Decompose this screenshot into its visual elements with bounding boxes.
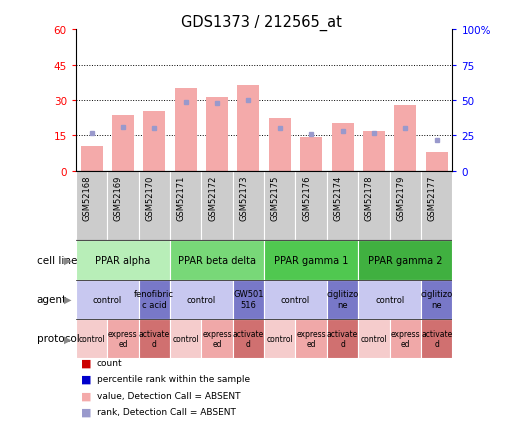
Text: fenofibric
c acid: fenofibric c acid bbox=[134, 290, 174, 309]
Bar bbox=[112, 116, 134, 171]
Bar bbox=[170, 280, 233, 319]
Text: PPAR beta delta: PPAR beta delta bbox=[178, 256, 256, 265]
Text: count: count bbox=[97, 358, 122, 367]
Bar bbox=[358, 280, 421, 319]
Bar bbox=[332, 123, 354, 171]
Bar bbox=[421, 280, 452, 319]
Bar bbox=[76, 241, 170, 280]
Text: control: control bbox=[281, 295, 310, 304]
Text: express
ed: express ed bbox=[391, 329, 420, 348]
Bar bbox=[358, 171, 390, 241]
Text: control: control bbox=[266, 334, 293, 343]
Text: GSM52179: GSM52179 bbox=[396, 175, 405, 220]
Text: GSM52168: GSM52168 bbox=[83, 175, 92, 220]
Text: GSM52176: GSM52176 bbox=[302, 175, 311, 220]
Text: ciglitizo
ne: ciglitizo ne bbox=[326, 290, 359, 309]
Text: ▶: ▶ bbox=[64, 334, 72, 343]
Text: activate
d: activate d bbox=[327, 329, 358, 348]
Text: control: control bbox=[187, 295, 216, 304]
Text: express
ed: express ed bbox=[202, 329, 232, 348]
Bar bbox=[107, 319, 139, 358]
Text: GW501
516: GW501 516 bbox=[233, 290, 264, 309]
Text: rank, Detection Call = ABSENT: rank, Detection Call = ABSENT bbox=[97, 408, 236, 416]
Bar bbox=[233, 319, 264, 358]
Text: control: control bbox=[360, 334, 388, 343]
Bar bbox=[139, 171, 170, 241]
Text: control: control bbox=[375, 295, 404, 304]
Text: express
ed: express ed bbox=[297, 329, 326, 348]
Text: GSM52172: GSM52172 bbox=[208, 175, 217, 220]
Bar bbox=[81, 147, 103, 171]
Bar bbox=[233, 280, 264, 319]
Bar bbox=[76, 319, 107, 358]
Bar bbox=[76, 171, 107, 241]
Bar bbox=[269, 118, 291, 171]
Text: GSM52177: GSM52177 bbox=[428, 175, 437, 220]
Text: ▶: ▶ bbox=[64, 256, 72, 265]
Bar bbox=[76, 280, 139, 319]
Text: PPAR alpha: PPAR alpha bbox=[95, 256, 151, 265]
Bar bbox=[264, 171, 295, 241]
Text: ■: ■ bbox=[81, 407, 92, 417]
Text: activate
d: activate d bbox=[233, 329, 264, 348]
Text: agent: agent bbox=[37, 295, 67, 304]
Text: activate
d: activate d bbox=[139, 329, 170, 348]
Text: activate
d: activate d bbox=[421, 329, 452, 348]
Bar bbox=[170, 171, 201, 241]
Text: percentile rank within the sample: percentile rank within the sample bbox=[97, 375, 250, 383]
Text: GSM52171: GSM52171 bbox=[177, 175, 186, 220]
Text: ■: ■ bbox=[81, 358, 92, 367]
Bar bbox=[358, 319, 390, 358]
Bar bbox=[264, 241, 358, 280]
Text: ■: ■ bbox=[81, 391, 92, 400]
Text: ▶: ▶ bbox=[64, 295, 72, 304]
Text: protocol: protocol bbox=[37, 334, 79, 343]
Text: control: control bbox=[172, 334, 199, 343]
Bar bbox=[327, 280, 358, 319]
Text: PPAR gamma 1: PPAR gamma 1 bbox=[274, 256, 348, 265]
Bar bbox=[394, 105, 416, 171]
Bar bbox=[300, 137, 322, 171]
Bar bbox=[107, 171, 139, 241]
Bar bbox=[421, 319, 452, 358]
Bar bbox=[201, 319, 233, 358]
Text: ciglitizo
ne: ciglitizo ne bbox=[420, 290, 453, 309]
Text: PPAR gamma 2: PPAR gamma 2 bbox=[368, 256, 442, 265]
Text: express
ed: express ed bbox=[108, 329, 138, 348]
Bar bbox=[170, 241, 264, 280]
Text: GSM52175: GSM52175 bbox=[271, 175, 280, 220]
Bar bbox=[139, 319, 170, 358]
Bar bbox=[390, 319, 421, 358]
Text: value, Detection Call = ABSENT: value, Detection Call = ABSENT bbox=[97, 391, 240, 400]
Bar bbox=[206, 97, 228, 171]
Bar bbox=[143, 112, 165, 171]
Text: GSM52169: GSM52169 bbox=[114, 175, 123, 220]
Bar bbox=[139, 280, 170, 319]
Text: control: control bbox=[78, 334, 105, 343]
Bar bbox=[170, 319, 201, 358]
Text: GSM52170: GSM52170 bbox=[145, 175, 154, 220]
Bar bbox=[390, 171, 421, 241]
Text: control: control bbox=[93, 295, 122, 304]
Bar bbox=[237, 85, 259, 171]
Bar bbox=[421, 171, 452, 241]
Bar bbox=[233, 171, 264, 241]
Bar bbox=[426, 153, 448, 171]
Bar bbox=[295, 319, 327, 358]
Text: GDS1373 / 212565_at: GDS1373 / 212565_at bbox=[181, 15, 342, 31]
Bar bbox=[264, 280, 327, 319]
Text: GSM52173: GSM52173 bbox=[240, 175, 248, 220]
Bar bbox=[327, 171, 358, 241]
Text: cell line: cell line bbox=[37, 256, 77, 265]
Text: GSM52174: GSM52174 bbox=[334, 175, 343, 220]
Bar bbox=[201, 171, 233, 241]
Bar bbox=[358, 241, 452, 280]
Bar bbox=[295, 171, 327, 241]
Bar bbox=[327, 319, 358, 358]
Bar bbox=[363, 132, 385, 171]
Bar bbox=[175, 89, 197, 171]
Text: GSM52178: GSM52178 bbox=[365, 175, 374, 220]
Bar bbox=[264, 319, 295, 358]
Text: ■: ■ bbox=[81, 374, 92, 384]
